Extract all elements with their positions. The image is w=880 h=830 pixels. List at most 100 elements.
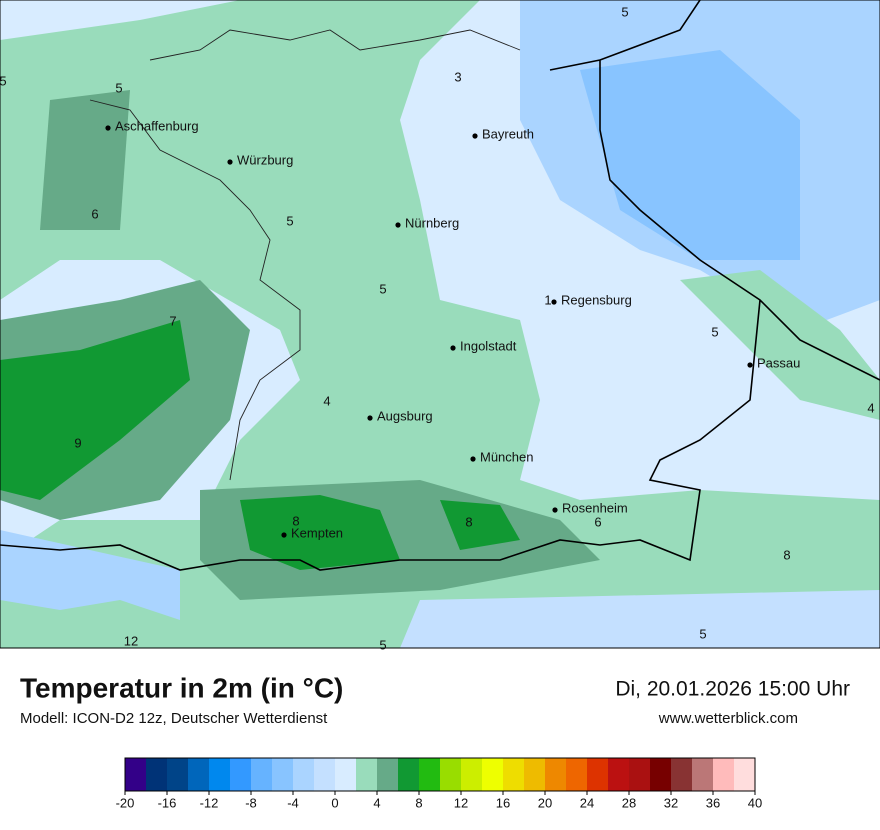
warm-core: [0, 320, 190, 500]
city-label: Nürnberg: [405, 215, 459, 230]
city-dot: [552, 507, 558, 513]
map-frame: [0, 0, 880, 649]
color-swatch: [230, 758, 251, 791]
tick-label: -16: [158, 795, 177, 810]
city-dot: [450, 345, 456, 351]
city-dot: [281, 532, 287, 538]
city-label: Augsburg: [377, 408, 433, 423]
contour-label: 8: [465, 514, 472, 529]
tick-label: 32: [664, 795, 678, 810]
color-swatch: [251, 758, 272, 791]
color-swatch: [629, 758, 650, 791]
map-labels: Aschaffenburg Würzburg Bayreuth Nürnberg Reg…: [0, 4, 875, 652]
color-swatch: [209, 758, 230, 791]
contour-label: 1: [544, 292, 551, 307]
color-swatch: [587, 758, 608, 791]
city-dot: [551, 299, 557, 305]
contour-label: 7: [169, 313, 176, 328]
mild-area: [680, 270, 880, 420]
contour-label: 9: [74, 435, 81, 450]
city-label: München: [480, 449, 533, 464]
contour-label: 5: [115, 80, 122, 95]
tick-label: 0: [331, 795, 338, 810]
title: Temperatur in 2m (in °C): [20, 672, 343, 703]
city-dot: [472, 133, 478, 139]
warm-area: [40, 90, 130, 230]
color-swatch: [713, 758, 734, 791]
contour-label: 8: [292, 513, 299, 528]
tick-label: 12: [454, 795, 468, 810]
tick-label: 20: [538, 795, 552, 810]
contour-label: 6: [91, 206, 98, 221]
contour-label: 5: [379, 281, 386, 296]
contour-label: 5: [0, 73, 7, 88]
city-label: Würzburg: [237, 152, 293, 167]
website: www.wetterblick.com: [658, 710, 798, 727]
city-label: Rosenheim: [562, 500, 628, 515]
color-swatch: [503, 758, 524, 791]
color-swatch: [314, 758, 335, 791]
contour-label: 12: [124, 633, 138, 648]
color-swatch: [398, 758, 419, 791]
tick-label: -20: [116, 795, 135, 810]
contour-label: 3: [454, 69, 461, 84]
color-swatch: [125, 758, 146, 791]
color-swatch: [272, 758, 293, 791]
cold-area: [580, 50, 800, 260]
contour-label: 5: [286, 213, 293, 228]
color-swatch: [419, 758, 440, 791]
color-swatch: [188, 758, 209, 791]
warm-core: [440, 500, 520, 550]
map: [0, 0, 880, 649]
city-label: Aschaffenburg: [115, 118, 199, 133]
city-dot: [395, 222, 401, 228]
city-dot: [367, 415, 373, 421]
color-swatch: [146, 758, 167, 791]
color-swatch: [440, 758, 461, 791]
tick-label: 28: [622, 795, 636, 810]
color-swatch: [650, 758, 671, 791]
datetime: Di, 20.01.2026 15:00 Uhr: [615, 678, 850, 701]
contour-label: 4: [323, 393, 330, 408]
color-swatch: [356, 758, 377, 791]
state-border: [89, 29, 521, 481]
color-swatch: [335, 758, 356, 791]
color-swatch: [608, 758, 629, 791]
contour-label: 8: [783, 547, 790, 562]
color-swatch: [167, 758, 188, 791]
tick-label: -4: [287, 795, 299, 810]
mild-area: [0, 0, 880, 648]
color-swatch: [293, 758, 314, 791]
city-dot: [747, 362, 753, 368]
colorbar: -20 -16 -12 -8 -4 0 4 8 12 16 20 24 28 32 36 40: [116, 757, 762, 810]
city-label: Bayreuth: [482, 126, 534, 141]
warm-core: [240, 495, 400, 570]
tick-label: 24: [580, 795, 594, 810]
tick-label: 16: [496, 795, 510, 810]
contour-label: 5: [379, 637, 386, 652]
tick-label: -8: [245, 795, 257, 810]
color-swatch: [545, 758, 566, 791]
contour-label: 5: [699, 626, 706, 641]
tick-label: 8: [415, 795, 422, 810]
city-dot: [105, 125, 111, 131]
tick-label: -12: [200, 795, 219, 810]
city-dot: [227, 159, 233, 165]
contour-label: 5: [621, 4, 628, 19]
city-label: Regensburg: [561, 292, 632, 307]
color-swatch: [566, 758, 587, 791]
tick-label: 4: [373, 795, 380, 810]
city-label: Passau: [757, 355, 800, 370]
alpine-cold: [0, 530, 180, 620]
color-swatch: [734, 758, 755, 791]
tick-label: 40: [748, 795, 762, 810]
contour-label: 4: [867, 400, 874, 415]
alpine-cold: [400, 590, 880, 648]
city-dot: [470, 456, 476, 462]
contour-label: 5: [711, 324, 718, 339]
subtitle: Modell: ICON-D2 12z, Deutscher Wetterdie…: [20, 710, 328, 727]
color-swatch: [692, 758, 713, 791]
city-label: Ingolstadt: [460, 338, 517, 353]
city-label: Kempten: [291, 525, 343, 540]
